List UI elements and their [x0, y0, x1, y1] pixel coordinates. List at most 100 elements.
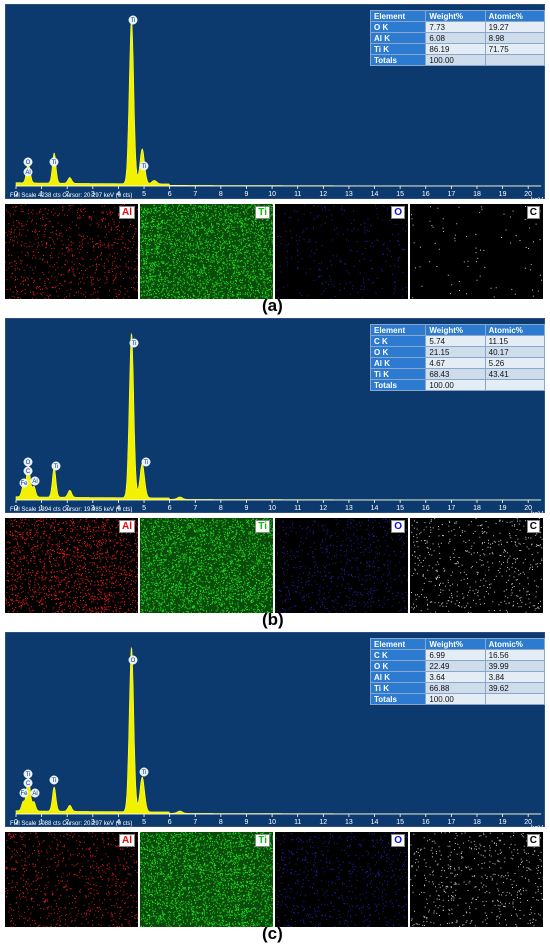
map-element-label: C	[526, 520, 540, 533]
weight-cell: 68.43	[425, 368, 486, 380]
status-text: Full Scale 1088 cts Cursor: 20.297 keV (…	[10, 821, 132, 827]
map-element-label: Ti	[255, 206, 270, 219]
element-map: O	[275, 518, 408, 613]
map-dots	[140, 204, 273, 299]
results-table: Element Weight% Atomic% O K 7.73 19.27 Al K 6.0…	[369, 10, 546, 66]
element-map: Al	[5, 518, 138, 613]
peak-label: Ti	[51, 461, 61, 471]
weight-cell: 66.88	[425, 682, 486, 694]
x-tick-label: 15	[396, 191, 404, 198]
x-tick-label: 16	[422, 505, 430, 512]
x-tick-label: 13	[345, 191, 353, 198]
atomic-cell: 19.27	[484, 21, 546, 33]
table-header-cell: Atomic%	[484, 324, 546, 336]
atomic-cell: 8.98	[484, 32, 546, 44]
map-element-label: Al	[119, 206, 135, 219]
svg-text:O: O	[26, 460, 31, 466]
element-map: Ti	[140, 204, 273, 299]
x-tick-label: 6	[168, 505, 172, 512]
table-row: O K 22.49 39.99	[369, 660, 546, 672]
x-tick-label: 9	[245, 819, 249, 826]
element-map: C	[410, 518, 543, 613]
map-element-label: Ti	[255, 520, 270, 533]
x-tick-label: 1	[40, 505, 44, 512]
map-dots	[410, 832, 543, 927]
x-tick-label: 16	[422, 819, 430, 826]
element-cell: C K	[369, 335, 427, 347]
x-tick-label: 15	[396, 819, 404, 826]
x-tick-label: 7	[193, 191, 197, 198]
x-tick-label: 4	[116, 191, 120, 198]
x-tick-label: 11	[294, 819, 301, 826]
x-tick-label: 19	[499, 505, 507, 512]
peak-label: O	[23, 457, 33, 467]
element-maps: Al Ti O C	[5, 204, 545, 299]
x-tick-label: 19	[499, 191, 507, 198]
atomic-cell: 11.15	[484, 335, 546, 347]
map-element-label: Al	[119, 520, 135, 533]
peak-label: Fe	[19, 478, 29, 488]
peak-label: Ti	[128, 15, 138, 25]
status-text: Full Scale 4238 cts Cursor: 20.297 keV (…	[10, 193, 132, 199]
eds-panel: 01234567891011121314151617181920keVFull …	[5, 4, 546, 299]
weight-cell: 100.00	[425, 379, 486, 391]
element-cell: Totals	[369, 54, 427, 66]
element-cell: Al K	[369, 32, 427, 44]
atomic-cell	[484, 693, 546, 705]
x-tick-label: 10	[268, 191, 276, 198]
x-tick-label: 9	[245, 505, 249, 512]
x-tick-label: 8	[219, 191, 223, 198]
element-map: Al	[5, 204, 138, 299]
element-map: O	[275, 204, 408, 299]
weight-cell: 22.49	[425, 660, 486, 672]
map-dots	[411, 205, 543, 299]
spectrum-svg: 01234567891011121314151617181920keVFull …	[10, 15, 543, 200]
peak-label: Al	[23, 167, 33, 177]
x-tick-label: 6	[168, 191, 172, 198]
table-row: C K 6.99 16.56	[369, 649, 546, 661]
element-cell: O K	[369, 21, 427, 33]
atomic-cell: 40.17	[484, 346, 546, 358]
table-header-cell: Weight%	[425, 10, 486, 22]
x-tick-label: 3	[91, 819, 95, 826]
peak-label: Ti	[141, 457, 151, 467]
peak-label: C	[23, 778, 33, 788]
weight-cell: 6.99	[425, 649, 486, 661]
x-tick-label: 2	[65, 819, 69, 826]
peak-label: Ti	[49, 775, 59, 785]
results-table: Element Weight% Atomic% C K 6.99 16.56 O K 22.4…	[369, 638, 546, 705]
svg-text:Ti: Ti	[142, 164, 147, 170]
table-header-row: Element Weight% Atomic%	[369, 638, 546, 650]
svg-text:Al: Al	[25, 170, 30, 176]
table-row: Ti K 68.43 43.41	[369, 368, 546, 380]
table-row: Ti K 66.88 39.62	[369, 682, 546, 694]
element-cell: C K	[369, 649, 427, 661]
x-tick-label: 9	[245, 191, 249, 198]
table-row: O K 21.15 40.17	[369, 346, 546, 358]
peak-label: O	[23, 157, 33, 167]
table-header-cell: Weight%	[425, 324, 486, 336]
x-tick-label: 2	[65, 191, 69, 198]
table-header-cell: Element	[369, 638, 427, 650]
svg-text:Ti: Ti	[54, 464, 59, 470]
svg-text:Ti: Ti	[144, 460, 149, 466]
svg-text:Al: Al	[32, 791, 37, 797]
map-element-label: O	[391, 206, 405, 219]
table-row: Al K 4.67 5.26	[369, 357, 546, 369]
table-header-cell: Weight%	[425, 638, 486, 650]
table-header-cell: Atomic%	[484, 10, 546, 22]
table-header-cell: Element	[369, 324, 427, 336]
element-cell: Ti K	[369, 368, 427, 380]
table-row: O K 7.73 19.27	[369, 21, 546, 33]
x-tick-label: 0	[14, 505, 18, 512]
weight-cell: 100.00	[425, 693, 486, 705]
x-tick-label: 5	[142, 819, 146, 826]
x-axis-unit: keV	[531, 511, 543, 514]
atomic-cell	[484, 54, 546, 66]
x-tick-label: 4	[116, 819, 120, 826]
x-tick-label: 13	[345, 505, 353, 512]
svg-text:Ti: Ti	[142, 770, 147, 776]
atomic-cell: 16.56	[484, 649, 546, 661]
x-tick-label: 8	[219, 819, 223, 826]
map-element-label: Al	[119, 834, 135, 847]
